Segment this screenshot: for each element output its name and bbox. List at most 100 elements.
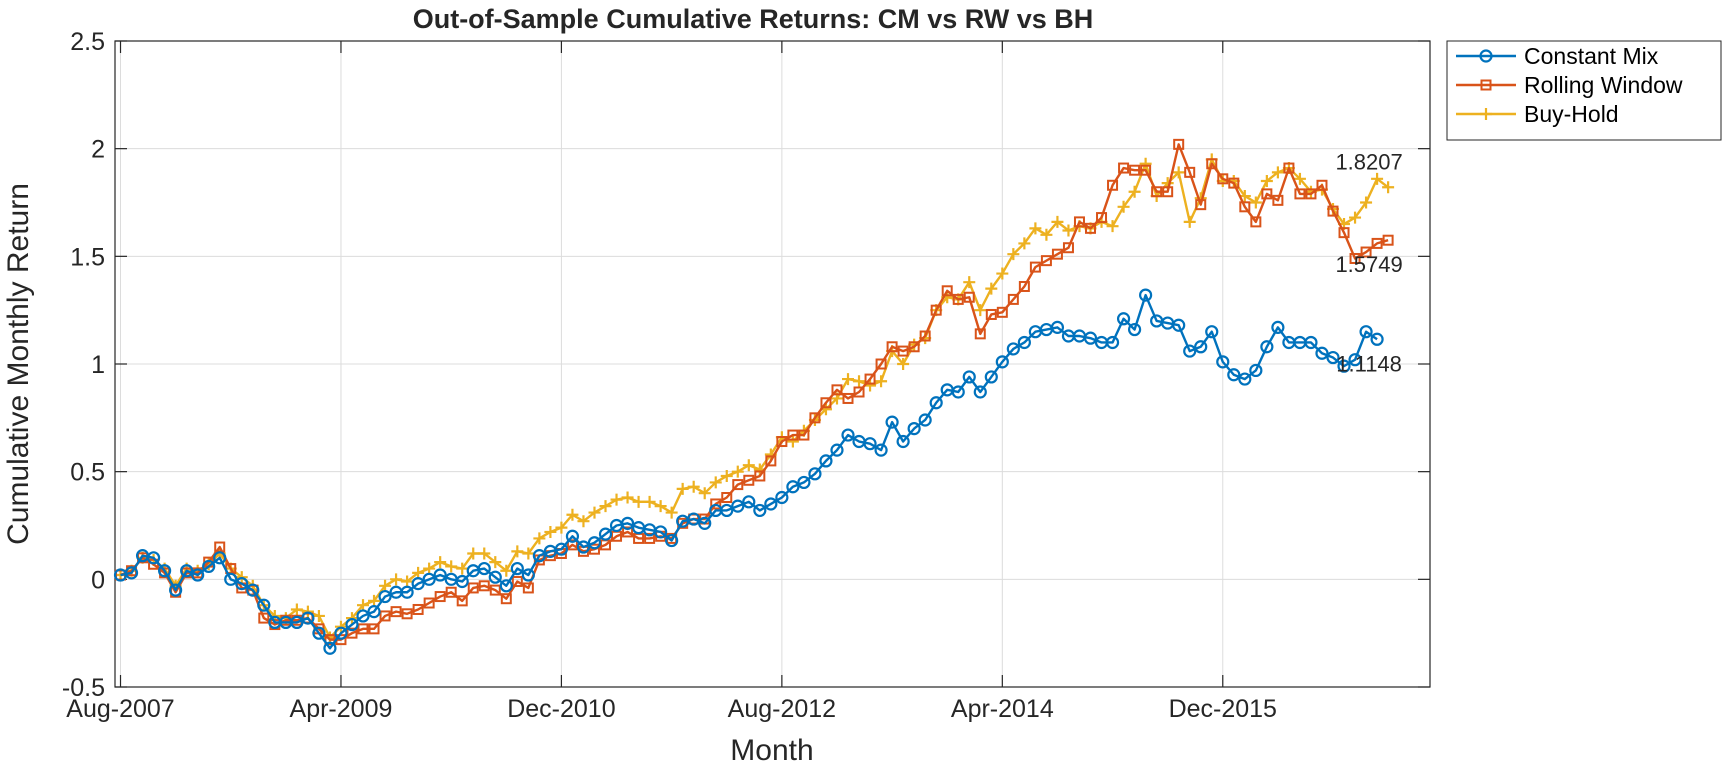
constant-mix-point (433, 568, 447, 582)
constant-mix-point (235, 577, 249, 591)
rolling-window-point (1162, 186, 1174, 198)
rolling-window-point (1360, 246, 1372, 258)
rolling-window-point (1206, 158, 1218, 170)
x-axis-ticks: Aug-2007 Apr-2009 Dec-2010 Aug-2012 Apr-2014… (66, 41, 1277, 723)
rolling-window-point (368, 623, 380, 635)
series-constant-mix (113, 288, 1384, 655)
rolling-window-point (908, 341, 920, 353)
constant-mix-point (775, 490, 789, 505)
buy-hold-point (456, 562, 469, 575)
rolling-window-point (456, 595, 468, 607)
y-tick-label: 2.5 (70, 28, 105, 56)
constant-mix-point (554, 542, 569, 556)
buy-hold-point (489, 556, 502, 569)
constant-mix-point (488, 570, 502, 584)
legend-marker-buy-hold (1480, 108, 1492, 120)
buy-hold-point (1106, 220, 1119, 233)
rolling-window-point (1283, 162, 1295, 174)
buy-hold-point (500, 564, 513, 577)
rolling-window-point (809, 412, 821, 424)
rolling-window-point (522, 582, 534, 594)
x-tick-label: Dec-2010 (507, 695, 615, 723)
constant-mix-point (1227, 368, 1241, 382)
constant-mix-point (257, 598, 271, 612)
annotation-label: 1.8207 (1335, 149, 1402, 174)
rolling-window-point (1051, 248, 1063, 260)
rolling-window-point (622, 526, 634, 538)
constant-mix-point (654, 525, 668, 539)
rolling-window-point (324, 634, 336, 646)
y-tick-label: 1.5 (70, 243, 105, 271)
constant-mix-point (841, 428, 855, 442)
constant-mix-point (565, 529, 580, 543)
rolling-window-point (258, 612, 270, 624)
constant-mix-point (246, 583, 260, 597)
constant-mix-point (422, 572, 436, 586)
constant-mix-point (1249, 363, 1263, 378)
rolling-window-point (930, 304, 942, 316)
constant-mix-point (665, 533, 679, 548)
constant-mix-point (973, 385, 987, 399)
rolling-window-point (1371, 237, 1383, 249)
rolling-window-point (721, 492, 733, 504)
constant-mix-point (1127, 322, 1142, 337)
constant-mix-point (1271, 320, 1285, 334)
constant-mix-point (169, 583, 183, 597)
constant-mix-point (1183, 344, 1197, 358)
buy-hold-point (1371, 172, 1384, 185)
buy-hold-point (588, 506, 601, 519)
rolling-window-point (831, 384, 843, 396)
constant-mix-point (576, 540, 591, 554)
buy-hold-point (511, 545, 524, 558)
rolling-window-line (120, 143, 1389, 641)
x-tick-label: Aug-2012 (728, 695, 836, 723)
rolling-window-point (1073, 216, 1085, 228)
constant-mix-point (885, 415, 899, 429)
rolling-window-point (1007, 293, 1019, 305)
y-tick-label: 0 (91, 566, 105, 594)
buy-hold-point (357, 599, 370, 612)
constant-mix-point (400, 585, 414, 599)
rolling-window-point (1195, 199, 1207, 211)
buy-hold-point (654, 500, 667, 513)
buy-hold-point (533, 532, 546, 545)
constant-mix-point (1017, 335, 1031, 350)
y-tick-label: 1 (91, 351, 105, 379)
constant-mix-point (158, 564, 172, 578)
constant-mix-point (1194, 340, 1208, 354)
rolling-window-point (1085, 222, 1097, 234)
constant-mix-point (742, 495, 756, 509)
constant-mix-point (1370, 332, 1384, 346)
constant-mix-point (334, 626, 348, 640)
legend: Constant Mix Rolling Window Buy-Hold (1446, 40, 1722, 141)
annotation-label: 1.1148 (1336, 351, 1402, 376)
buy-hold-point (709, 476, 722, 489)
constant-mix-point (521, 568, 535, 582)
buy-hold-point (643, 495, 656, 508)
rolling-window-point (412, 603, 424, 615)
rolling-window-point (1096, 212, 1108, 224)
constant-mix-point (1139, 288, 1153, 302)
constant-mix-point (1216, 355, 1230, 369)
rolling-window-point (798, 429, 810, 441)
buy-hold-point (390, 573, 403, 586)
buy-hold-point (853, 375, 866, 388)
constant-mix-point (819, 454, 833, 468)
constant-mix-point (896, 434, 910, 449)
rolling-window-point (1382, 234, 1394, 246)
constant-mix-point (863, 437, 877, 451)
constant-mix-point (499, 579, 513, 593)
buy-hold-point (731, 465, 744, 478)
buy-hold-point (423, 562, 436, 575)
rolling-window-point (379, 610, 391, 622)
y-axis-ticks: -0.5 0 0.5 1 1.5 2 2.5 (62, 28, 1430, 702)
rolling-window-point (1184, 166, 1196, 178)
buy-hold-point (290, 603, 303, 616)
y-tick-label: 0.5 (70, 459, 105, 487)
rolling-window-point (1151, 186, 1163, 198)
constant-mix-point (1359, 325, 1373, 339)
constant-mix-point (411, 577, 425, 591)
constant-mix-point (1172, 318, 1186, 332)
constant-mix-point (620, 516, 635, 530)
